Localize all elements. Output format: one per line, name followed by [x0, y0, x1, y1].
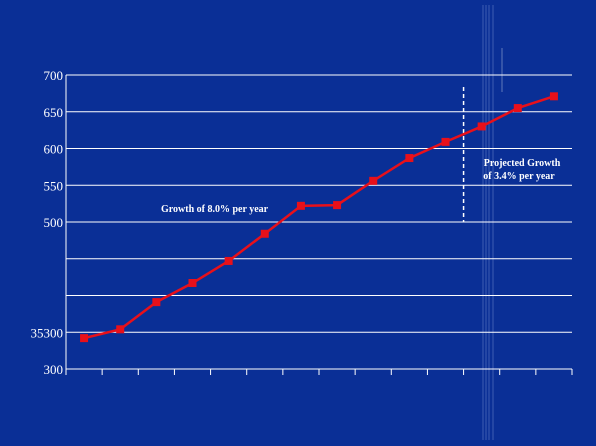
data-point	[405, 154, 414, 163]
annotation-text: of 3.4% per year	[483, 171, 555, 182]
data-point	[152, 298, 161, 307]
y-tick-label: 700	[44, 68, 64, 83]
tick-labels: 300 35300 500 550 600 650 700	[31, 68, 64, 377]
data-point	[333, 201, 342, 210]
data-point	[80, 334, 89, 343]
data-point	[549, 92, 558, 101]
data-point	[477, 122, 486, 131]
data-point	[369, 176, 378, 185]
y-tick-label: 300	[44, 362, 64, 377]
data-point	[224, 256, 233, 265]
axes	[65, 75, 573, 375]
data-point	[260, 229, 269, 238]
series-line	[83, 95, 555, 340]
series	[80, 92, 558, 343]
grid	[66, 74, 572, 333]
data-point	[296, 201, 305, 210]
y-tick-label: 500	[44, 215, 64, 230]
y-tick-label: 35300	[31, 325, 64, 340]
data-point	[188, 279, 197, 288]
y-tick-label: 600	[44, 142, 64, 157]
y-tick-label: 650	[44, 105, 64, 120]
annotations: Growth of 8.0% per year Projected Growth o…	[161, 158, 561, 215]
data-point	[441, 137, 450, 146]
data-point	[513, 104, 522, 113]
data-point	[116, 325, 125, 334]
annotation-text: Projected Growth	[484, 158, 561, 169]
annotation-text: Growth of 8.0% per year	[161, 204, 269, 215]
y-tick-label: 550	[44, 178, 64, 193]
